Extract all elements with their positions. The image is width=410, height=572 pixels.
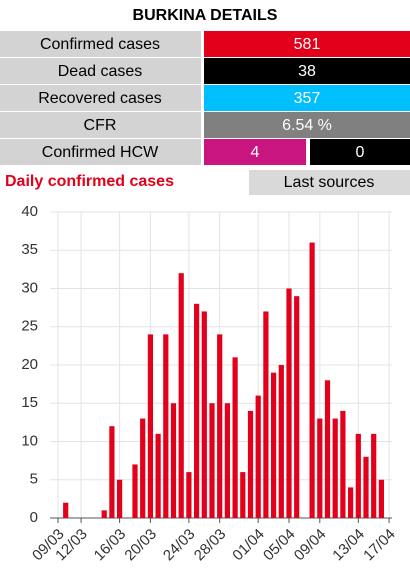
bar — [209, 403, 215, 518]
bar — [101, 510, 107, 518]
bar — [163, 334, 169, 518]
y-tick-label: 0 — [30, 509, 38, 526]
row-value: 0 — [356, 144, 365, 161]
bar — [363, 456, 369, 518]
row-label-cell — [0, 31, 201, 57]
bar — [201, 311, 207, 518]
bar — [224, 403, 230, 518]
bar — [155, 433, 161, 518]
bar — [63, 502, 69, 518]
bar — [332, 418, 338, 518]
bar — [247, 410, 254, 518]
y-tick-label: 35 — [21, 241, 38, 258]
bar — [147, 334, 153, 518]
row-value: 581 — [294, 36, 321, 53]
row-label: Recovered cases — [38, 90, 162, 107]
sources-button[interactable] — [249, 170, 410, 195]
y-tick-label: 20 — [21, 356, 38, 373]
bar — [317, 418, 323, 518]
bar — [263, 311, 269, 518]
sources-button-label[interactable]: Last sources — [284, 174, 375, 191]
row-value: 357 — [294, 90, 321, 107]
bar — [371, 433, 377, 518]
value-cell — [204, 85, 410, 111]
row-label: Confirmed HCW — [42, 144, 159, 161]
bar — [271, 372, 277, 518]
value-cell — [204, 31, 410, 57]
value-cell — [204, 139, 306, 165]
bar — [340, 410, 346, 518]
row-label: Confirmed cases — [40, 36, 160, 53]
details-table: Confirmed cases 581 Dead cases 38 Recovered … — [0, 31, 410, 165]
bar — [294, 296, 300, 518]
section-title: Daily confirmed cases — [5, 173, 174, 190]
x-tick-label: 09/04 — [291, 526, 330, 565]
row-label-cell — [0, 139, 201, 165]
bar — [232, 357, 238, 518]
title: BURKINA DETAILS — [133, 7, 278, 24]
bar — [348, 487, 354, 518]
bar — [278, 365, 284, 518]
row-label: CFR — [84, 117, 117, 134]
y-tick-label: 5 — [30, 471, 38, 488]
x-tick-label: 20/03 — [121, 526, 160, 565]
x-tick-label: 28/03 — [191, 526, 230, 565]
row-value: 4 — [251, 144, 260, 161]
x-tick-label: 17/04 — [360, 526, 399, 565]
bar — [240, 472, 246, 518]
y-tick-label: 40 — [21, 203, 38, 220]
row-value: 38 — [298, 63, 316, 80]
row-label: Dead cases — [58, 63, 143, 80]
value-cell — [204, 58, 410, 84]
row-value: 6.54 % — [282, 117, 332, 134]
bar — [117, 479, 123, 518]
bar — [170, 403, 177, 518]
bar — [140, 418, 146, 518]
bar — [194, 303, 200, 518]
bar — [109, 426, 115, 518]
x-tick-label: 24/03 — [160, 526, 199, 565]
bar — [255, 395, 261, 518]
bar — [217, 334, 223, 518]
bar — [132, 464, 138, 518]
x-tick-label: 01/04 — [229, 526, 268, 565]
y-tick-label: 30 — [21, 279, 38, 296]
bar — [378, 479, 384, 518]
bar — [186, 472, 192, 518]
value-cell — [204, 112, 410, 138]
bar — [324, 380, 331, 518]
bar — [178, 273, 184, 518]
bar — [286, 288, 292, 518]
x-tick-label: 05/04 — [260, 526, 299, 565]
value-cell — [310, 139, 410, 165]
x-tick-label: 13/04 — [329, 526, 368, 565]
y-tick-label: 25 — [21, 318, 38, 335]
row-label-cell — [0, 85, 201, 111]
x-tick-label: 16/03 — [91, 526, 130, 565]
row-label-cell — [0, 58, 201, 84]
row-label-cell — [0, 112, 201, 138]
bar — [355, 433, 361, 518]
y-tick-label: 10 — [21, 432, 38, 449]
bar — [309, 242, 315, 518]
y-tick-label: 15 — [21, 394, 38, 411]
